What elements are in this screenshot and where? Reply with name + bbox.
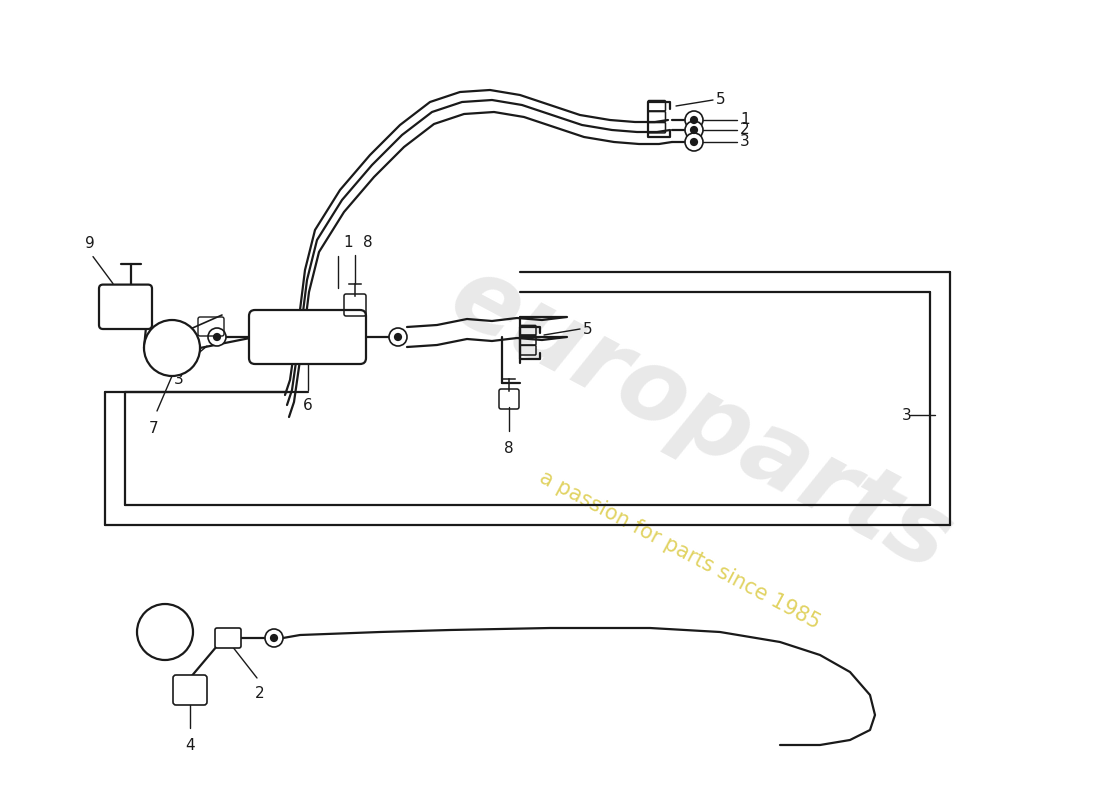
FancyBboxPatch shape xyxy=(214,628,241,648)
Circle shape xyxy=(685,111,703,129)
Text: 6: 6 xyxy=(302,398,312,413)
Text: 3: 3 xyxy=(740,134,750,150)
Text: 1: 1 xyxy=(343,235,353,250)
Text: 2: 2 xyxy=(740,122,749,138)
Text: 8: 8 xyxy=(504,441,514,456)
Text: 1: 1 xyxy=(740,113,749,127)
Text: 5: 5 xyxy=(583,322,593,337)
Text: 9: 9 xyxy=(85,235,95,250)
Circle shape xyxy=(691,138,697,146)
Circle shape xyxy=(685,121,703,139)
FancyBboxPatch shape xyxy=(249,310,366,364)
Circle shape xyxy=(685,133,703,151)
FancyBboxPatch shape xyxy=(99,285,152,329)
Circle shape xyxy=(265,629,283,647)
Text: a passion for parts since 1985: a passion for parts since 1985 xyxy=(536,467,824,633)
Circle shape xyxy=(208,328,226,346)
Circle shape xyxy=(691,117,697,123)
Circle shape xyxy=(213,334,220,341)
Text: 3: 3 xyxy=(902,407,912,422)
Text: 3: 3 xyxy=(174,372,184,387)
Text: europarts: europarts xyxy=(433,247,967,593)
Text: 2: 2 xyxy=(255,686,265,701)
Circle shape xyxy=(271,634,277,642)
Text: 4: 4 xyxy=(185,738,195,753)
Circle shape xyxy=(144,320,200,376)
Text: 8: 8 xyxy=(363,235,373,250)
Text: 5: 5 xyxy=(716,93,726,107)
FancyBboxPatch shape xyxy=(173,675,207,705)
Circle shape xyxy=(389,328,407,346)
Text: 7: 7 xyxy=(150,421,158,436)
Circle shape xyxy=(691,126,697,134)
Circle shape xyxy=(395,334,402,341)
